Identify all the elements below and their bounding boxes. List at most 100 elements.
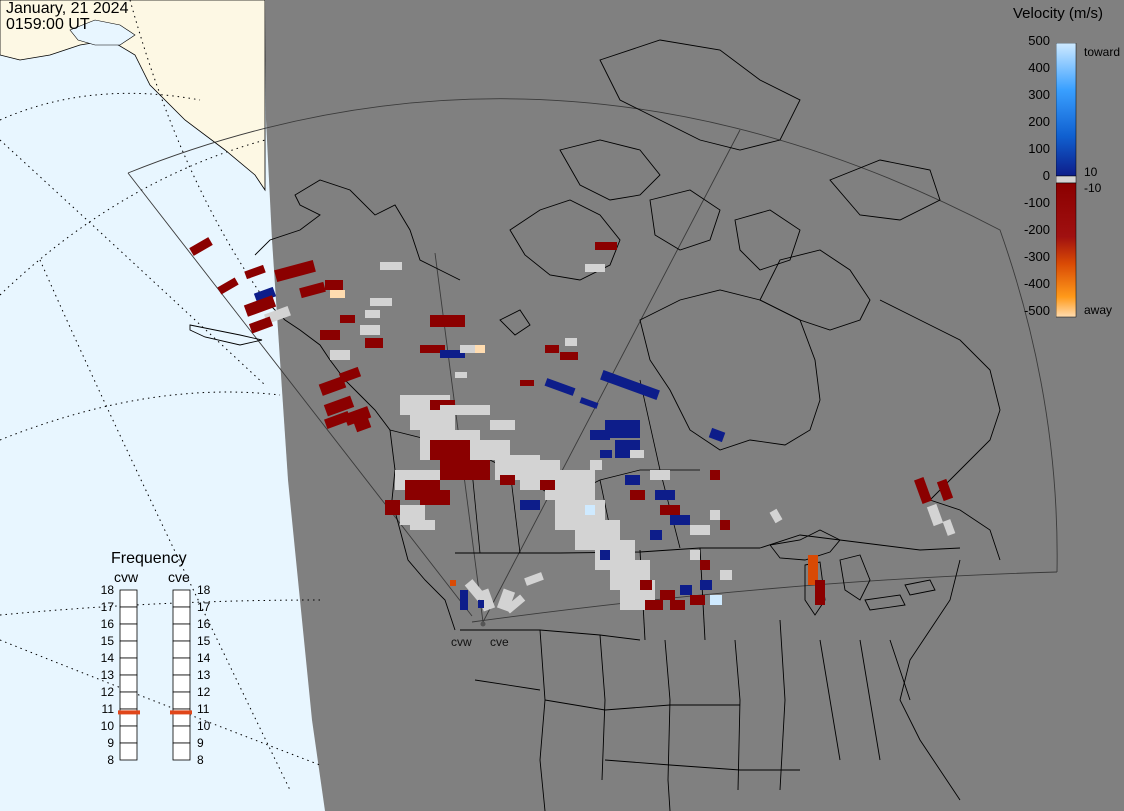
echo-cell [708, 427, 726, 443]
echo-cell [545, 345, 559, 353]
echo-cell [650, 470, 670, 480]
echo-cell [320, 330, 340, 340]
echo-cell [189, 237, 213, 256]
colorbar-tick: 100 [1028, 141, 1050, 156]
echo-cell [460, 590, 468, 610]
colorbar-tick: -500 [1023, 303, 1050, 318]
colorbar-tick: -200 [1023, 222, 1050, 237]
frequency-tick: 13 [197, 668, 211, 682]
echo-cell [360, 325, 380, 335]
colorbar-away-label: away [1084, 303, 1113, 317]
echo-cell [670, 600, 685, 610]
echo-cell [585, 505, 595, 515]
echo-cell [630, 490, 645, 500]
day-land-alaska [0, 0, 266, 192]
echo-cell [410, 520, 435, 530]
frequency-tick: 13 [100, 668, 114, 682]
colorbar-tick: 0 [1042, 168, 1050, 183]
echo-cell [504, 594, 526, 614]
colorbar-tick: 200 [1028, 114, 1050, 129]
echo-cell [299, 281, 326, 299]
echo-cell [264, 306, 291, 324]
radar-label-cvw: cvw [451, 635, 472, 649]
echo-cell [450, 580, 456, 586]
night-region [265, 0, 1124, 811]
echo-cell [365, 338, 383, 348]
echo-cell [217, 277, 239, 295]
echo-cell [476, 588, 496, 612]
frequency-title: Frequency [111, 550, 187, 567]
echo-cell [769, 508, 783, 524]
echo-cell [710, 470, 720, 480]
frequency-tick: 16 [100, 617, 114, 631]
echo-cell [600, 450, 612, 458]
frequency-tick: 10 [100, 719, 114, 733]
echo-cell [440, 405, 470, 415]
colorbar-tick: -400 [1023, 276, 1050, 291]
echo-cell [926, 503, 944, 527]
echo-cell [660, 590, 675, 600]
echo-cell [365, 310, 380, 318]
echo-cell [605, 420, 640, 438]
echo-cell [690, 550, 700, 560]
colorbar-tick: 400 [1028, 60, 1050, 75]
echo-cell [600, 370, 660, 400]
coastlines [189, 39, 1001, 811]
echo-cell [324, 411, 351, 429]
frequency-indicator [118, 710, 140, 715]
frequency-tick: 18 [197, 583, 211, 597]
frequency-tick: 11 [101, 702, 114, 716]
colorbar-tick: -10 [1084, 181, 1102, 195]
echo-cell [585, 264, 605, 272]
colorbar-tick: 500 [1028, 33, 1050, 48]
echo-cell [942, 519, 956, 536]
echo-cell [490, 420, 515, 430]
echo-cell [590, 460, 602, 470]
echo-cell [243, 295, 277, 317]
frequency-tick: 18 [100, 583, 114, 597]
echo-cell [385, 500, 400, 515]
radar-label-cve: cve [490, 635, 509, 649]
echo-cell [690, 525, 710, 535]
echo-cell [650, 530, 662, 540]
frequency-tick: 15 [197, 634, 211, 648]
echo-cell [600, 550, 610, 560]
echo-cell [475, 345, 485, 353]
echo-cell [700, 580, 712, 590]
echo-cell [244, 264, 266, 280]
frequency-tick: 11 [197, 702, 210, 716]
echo-cell [500, 475, 515, 485]
frequency-radar-name: cvw [114, 569, 139, 585]
colorbar-tick: -100 [1023, 195, 1050, 210]
echo-cell [340, 315, 355, 323]
frequency-tick: 10 [197, 719, 211, 733]
radar-echoes [189, 237, 956, 614]
frequency-radar-name: cve [168, 569, 190, 585]
echo-cell [710, 510, 720, 520]
colorbar-tick: 10 [1084, 165, 1098, 179]
echo-cell [655, 490, 675, 500]
echo-cell [808, 555, 818, 585]
echo-cell [460, 405, 490, 415]
colorbar-tick: 300 [1028, 87, 1050, 102]
graticule [0, 0, 321, 791]
frequency-gauge [118, 589, 140, 761]
echo-cell [565, 338, 577, 346]
colorbar-toward-label: toward [1084, 45, 1121, 59]
frequency-gauge [170, 589, 192, 761]
echo-cell [579, 397, 599, 409]
echo-cell [370, 298, 392, 306]
echo-cell [338, 366, 362, 384]
frequency-tick: 8 [107, 753, 114, 767]
radar-site-marker [480, 621, 486, 627]
echo-cell [700, 560, 710, 570]
frequency-tick: 14 [197, 651, 211, 665]
echo-cell [670, 515, 690, 525]
echo-cell [420, 490, 450, 505]
frequency-gauges [118, 589, 192, 761]
echo-cell [520, 500, 540, 510]
echo-cell [690, 595, 705, 605]
echo-cell [460, 345, 475, 353]
echo-cell [353, 417, 372, 433]
echo-cell [815, 580, 825, 605]
